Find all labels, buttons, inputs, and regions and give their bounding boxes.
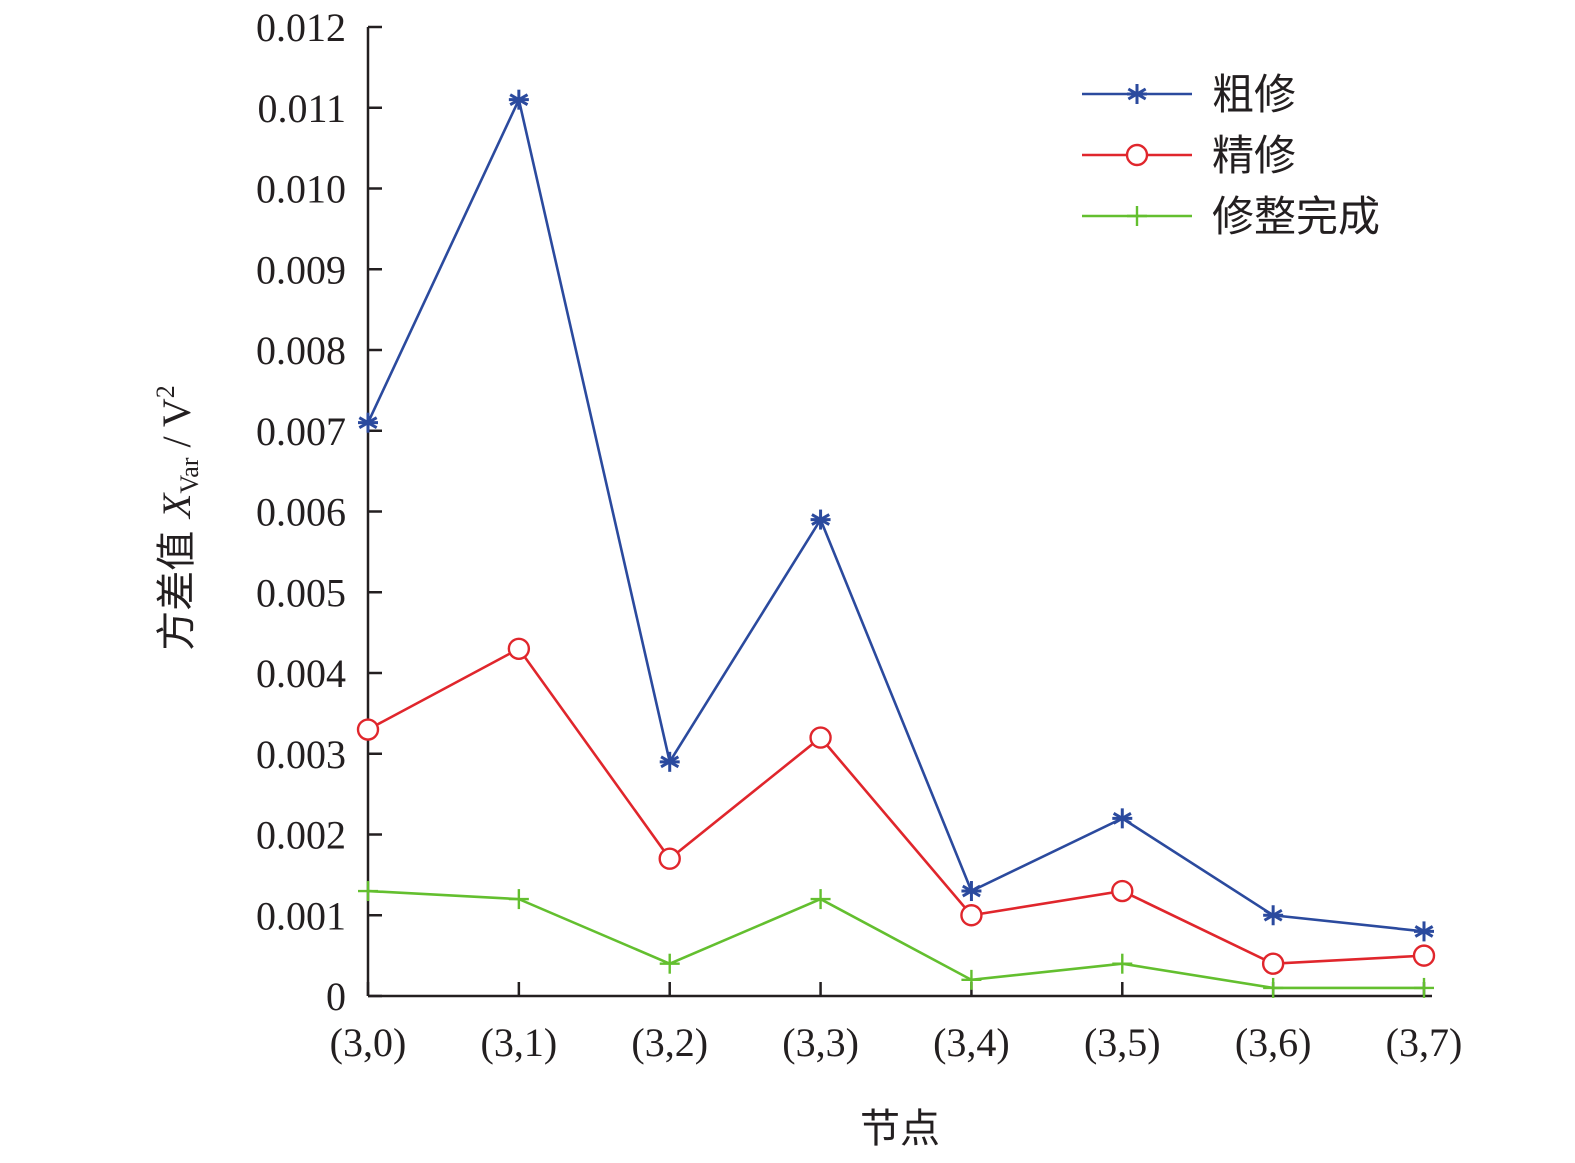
y-axis-title: 方差值 XVar / V2	[151, 385, 204, 651]
x-axis-ticks: (3,0) (3,1) (3,2) (3,3) (3,4) (3,5) (3,6) (3,7)	[330, 982, 1463, 1065]
y-tick-label: 0.005	[256, 570, 346, 615]
data-point-series-2	[960, 904, 983, 927]
legend-label: 修整完成	[1212, 192, 1380, 241]
data-point-series-3	[358, 881, 378, 902]
series-layer	[356, 89, 1436, 998]
legend-marker	[1127, 206, 1147, 226]
legend-marker	[1125, 143, 1149, 167]
x-tick-label: (3,0)	[330, 1020, 407, 1065]
data-point-series-1	[961, 881, 982, 902]
data-point-series-3	[1414, 977, 1434, 998]
data-point-series-1	[810, 509, 831, 530]
series-line-1	[366, 95, 1425, 933]
y-tick-label: 0.002	[256, 813, 346, 858]
legend-item-3: 修整完成	[1082, 192, 1380, 241]
legend-item-1: 粗修	[1082, 70, 1296, 119]
y-axis-title-unit: / V	[154, 398, 199, 457]
y-tick-label: 0.004	[256, 651, 346, 696]
legend-item-2: 精修	[1082, 131, 1296, 180]
y-axis-title-variable: X	[154, 492, 199, 520]
data-point-series-2	[1261, 952, 1285, 975]
x-tick-label: (3,6)	[1235, 1020, 1312, 1065]
x-tick-label: (3,4)	[933, 1020, 1010, 1065]
data-point-series-2	[658, 847, 681, 870]
y-tick-label: 0.011	[257, 86, 346, 131]
data-point-series-1	[508, 89, 529, 110]
legend-label: 精修	[1212, 131, 1296, 180]
y-tick-label: 0.009	[256, 247, 346, 292]
legend-label: 粗修	[1212, 70, 1296, 119]
data-point-series-1	[1112, 808, 1133, 829]
data-point-series-1	[1414, 921, 1434, 942]
data-point-series-1	[1263, 905, 1284, 926]
series-line-2	[367, 647, 1425, 966]
y-axis-ticks: 0 0.001 0.002 0.003 0.004 0.005 0.006 0.007 0.00…	[256, 5, 382, 1019]
legend-marker	[1127, 84, 1147, 104]
x-tick-label: (3,2)	[631, 1020, 708, 1065]
svg-text:方差值 XVar / V2: 方差值 XVar / V2	[151, 385, 204, 651]
y-tick-label: 0.007	[256, 409, 346, 454]
data-point-series-2	[809, 726, 832, 749]
y-axis-title-superscript: 2	[151, 385, 180, 398]
series-line-3	[367, 889, 1424, 990]
x-tick-label: (3,5)	[1084, 1020, 1161, 1065]
y-tick-label: 0.010	[256, 167, 346, 212]
y-tick-label: 0.003	[256, 732, 346, 777]
y-axis-title-prefix: 方差值	[154, 518, 200, 651]
y-tick-label: 0	[326, 974, 346, 1019]
x-tick-label: (3,1)	[481, 1020, 558, 1065]
data-point-series-3	[1263, 977, 1284, 998]
data-point-series-2	[507, 637, 531, 660]
data-point-series-3	[508, 889, 529, 910]
x-tick-label: (3,7)	[1386, 1020, 1463, 1065]
data-point-series-2	[356, 718, 380, 741]
data-point-series-3	[1112, 953, 1133, 974]
y-tick-label: 0.006	[256, 490, 346, 535]
data-point-series-1	[358, 412, 378, 433]
y-tick-label: 0.001	[256, 893, 346, 938]
x-axis-title: 节点	[860, 1106, 940, 1152]
y-tick-label: 0.012	[256, 5, 346, 50]
data-point-series-3	[961, 969, 982, 990]
x-tick-label: (3,3)	[782, 1020, 859, 1065]
data-point-series-3	[659, 953, 680, 974]
data-point-series-3	[810, 889, 831, 910]
data-point-series-1	[659, 751, 680, 772]
data-point-series-2	[1111, 879, 1134, 903]
data-point-series-2	[1412, 944, 1436, 967]
y-tick-label: 0.008	[256, 328, 346, 373]
y-axis-title-subscript: Var	[175, 457, 204, 493]
